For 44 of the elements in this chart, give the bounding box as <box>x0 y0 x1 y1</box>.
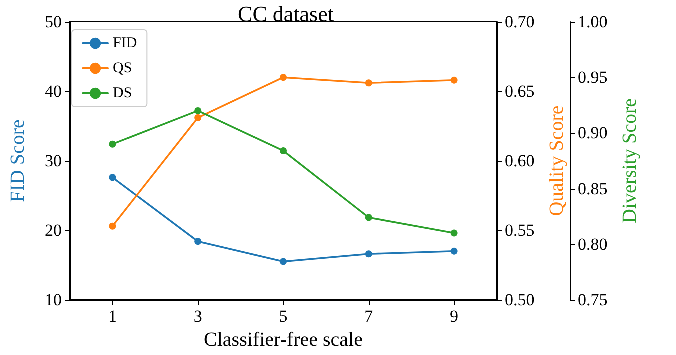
y3-tick-label: 0.90 <box>578 124 608 143</box>
point <box>450 76 458 84</box>
point <box>109 222 116 230</box>
y-tick-label: 30 <box>45 152 62 170</box>
point <box>450 248 458 255</box>
point <box>280 74 287 82</box>
y3-tick-label: 0.75 <box>578 290 608 310</box>
y2-tick-label: 0.60 <box>505 152 535 170</box>
y3-tick-label: 0.85 <box>578 179 608 198</box>
legend-label: DS <box>113 86 132 102</box>
chart-title: CC dataset <box>238 2 334 26</box>
y2-tick-label: 0.70 <box>505 12 535 32</box>
y-tick-label: 40 <box>45 82 62 101</box>
point <box>365 80 372 87</box>
y3-tick-label: 0.80 <box>578 234 608 254</box>
point <box>109 174 116 182</box>
y2-axis-title: Quality Score <box>546 106 568 216</box>
y2-tick-label: 0.65 <box>505 82 535 101</box>
y2-tick-label: 0.50 <box>505 290 535 310</box>
x-tick-label: 7 <box>364 307 374 326</box>
x-tick-label: 5 <box>279 307 288 326</box>
point <box>450 230 458 237</box>
x-axis-title: Classifier-free scale <box>204 329 364 351</box>
y-axis-title: FID Score <box>7 119 29 202</box>
y3-tick-label: 1.00 <box>578 12 608 32</box>
point <box>109 140 116 148</box>
y-tick-label: 50 <box>45 12 62 32</box>
point <box>194 114 202 122</box>
y3-tick-label: 0.95 <box>578 68 608 88</box>
legend-label: FID <box>113 36 138 52</box>
x-tick-label: 1 <box>108 307 117 326</box>
point <box>194 107 202 114</box>
x-tick-label: 9 <box>450 307 459 326</box>
y-tick-label: 10 <box>45 290 62 310</box>
point <box>365 250 372 258</box>
x-tick-label: 3 <box>194 307 202 326</box>
point <box>280 147 287 154</box>
y2-tick-label: 0.55 <box>505 221 535 240</box>
point <box>280 258 287 266</box>
y-tick-label: 20 <box>45 221 62 240</box>
legend-label: QS <box>113 60 132 76</box>
point <box>194 238 202 246</box>
point <box>365 214 372 222</box>
y3-axis-title: Diversity Score <box>619 98 641 224</box>
